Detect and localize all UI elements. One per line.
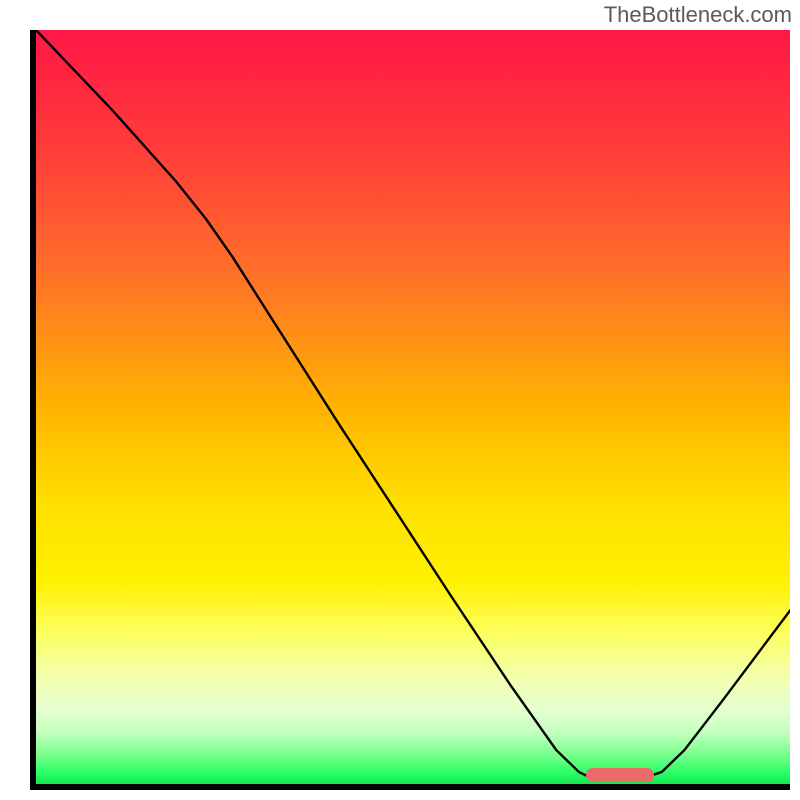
gradient-background	[36, 30, 790, 784]
watermark-text: TheBottleneck.com	[604, 2, 792, 28]
plot-area	[36, 30, 790, 784]
plot-svg	[36, 30, 790, 784]
chart-container: TheBottleneck.com	[0, 0, 800, 800]
optimal-range-marker	[586, 768, 654, 782]
